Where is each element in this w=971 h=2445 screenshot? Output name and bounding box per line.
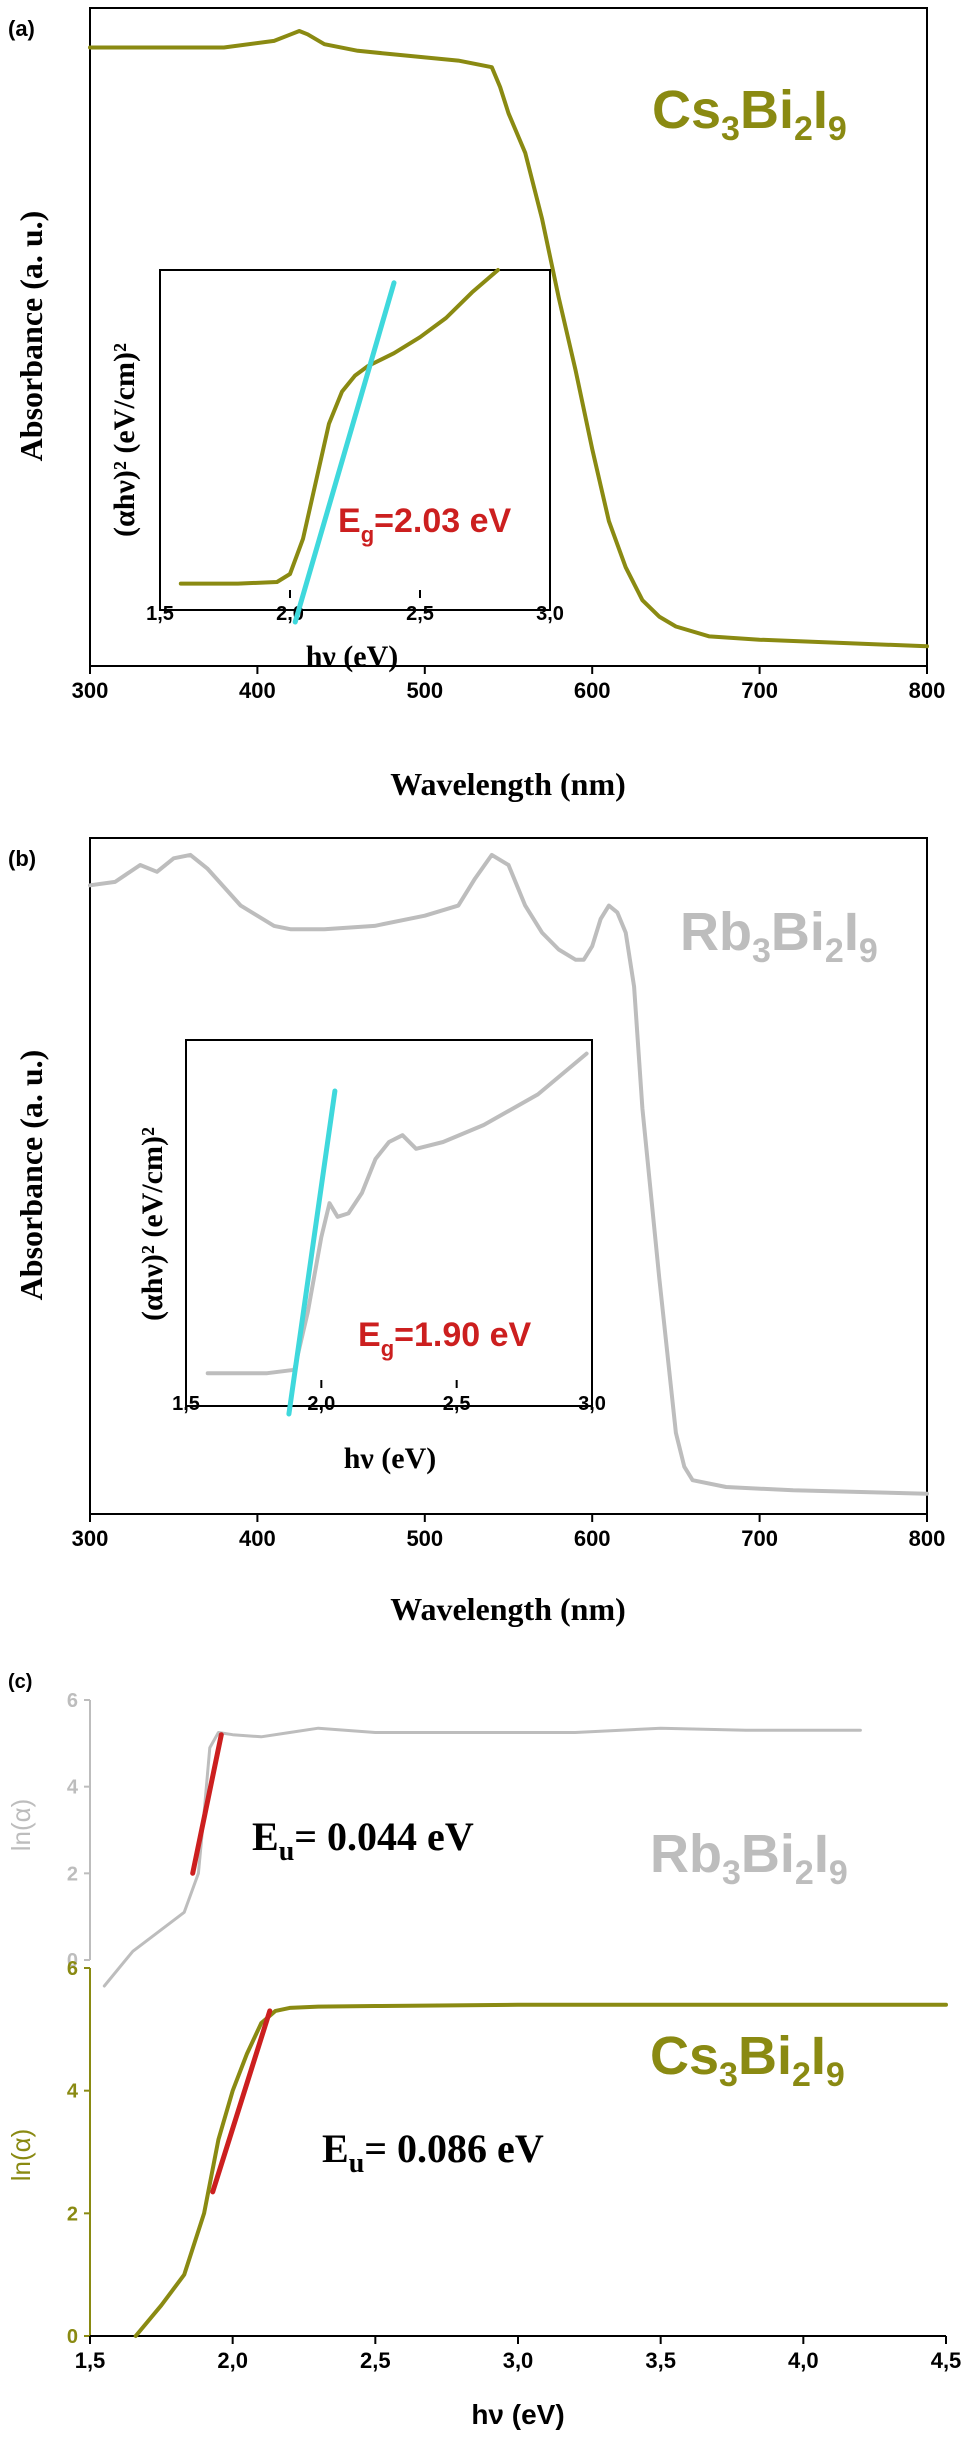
panel-c-bottom-y-ticks: 0 2 4 6 (67, 1958, 90, 2348)
x-tick-label: 4,0 (788, 2348, 819, 2373)
x-tick-label: 800 (909, 678, 946, 703)
y-tick-label: 4 (67, 1777, 79, 1799)
panel-a-y-axis-label: Absorbance (a. u.) (13, 211, 49, 462)
panel-c-top-urbach-label: Eu= 0.044 eV (252, 1814, 474, 1867)
panel-c-bottom-compound-label: Cs3Bi2I9 (650, 2026, 845, 2094)
panel-a-inset-linear-fit (292, 280, 397, 625)
panel-label-c: (c) (8, 1671, 32, 1693)
panel-c-top-y-ticks: 0 2 4 6 (67, 1690, 90, 1972)
panel-label-a: (a) (8, 16, 35, 41)
x-tick-label: 2,0 (217, 2348, 248, 2373)
panel-b-absorbance-curve (88, 852, 929, 1496)
panel-c-top-urbach-fit (190, 1732, 224, 1876)
x-tick-label: 500 (406, 1526, 443, 1551)
x-tick-label: 800 (909, 1526, 946, 1551)
y-tick-label: 0 (67, 1950, 78, 1972)
panel-b-bandgap-label: Eg=1.90 eV (358, 1316, 532, 1361)
panel-b-inset-x-ticks: 1,5 2,0 2,5 3,0 (172, 1380, 606, 1415)
y-tick-label: 6 (67, 1958, 78, 1980)
x-tick-label: 700 (741, 1526, 778, 1551)
y-tick-label: 2 (67, 2203, 78, 2225)
panel-c-top-lnalpha-curve (102, 1726, 862, 1988)
x-tick-label: 1,5 (172, 1393, 200, 1415)
panel-a-x-ticks: 300 400 500 600 700 800 (72, 666, 946, 703)
panel-c-top-compound-label: Rb3Bi2I9 (650, 1824, 848, 1892)
panel-b-x-ticks: 300 400 500 600 700 800 (72, 1514, 946, 1551)
y-tick-label: 6 (67, 1690, 78, 1712)
panel-a-absorbance-curve (88, 29, 929, 649)
panel-a-x-axis-label: Wavelength (nm) (390, 766, 626, 802)
panel-b-y-axis-label: Absorbance (a. u.) (13, 1050, 49, 1301)
panel-a-inset-tauc-curve (178, 268, 500, 586)
panel-c-x-ticks: 1,5 2,0 2,5 3,0 3,5 4,0 4,5 (75, 2336, 962, 2373)
x-tick-label: 3,0 (503, 2348, 534, 2373)
x-tick-label: 3,0 (536, 603, 564, 625)
x-tick-label: 1,5 (75, 2348, 106, 2373)
x-tick-label: 500 (406, 678, 443, 703)
y-tick-label: 2 (67, 1863, 78, 1885)
x-tick-label: 400 (239, 1526, 276, 1551)
panel-a-frame (89, 7, 928, 667)
x-tick-label: 700 (741, 678, 778, 703)
x-tick-label: 3,5 (645, 2348, 676, 2373)
panel-b-frame (89, 837, 928, 1515)
panel-b-x-axis-label: Wavelength (nm) (390, 1591, 626, 1627)
x-tick-label: 2,0 (307, 1393, 335, 1415)
panel-c-bottom-urbach-label: Eu= 0.086 eV (322, 2126, 544, 2179)
x-tick-label: 3,0 (578, 1393, 606, 1415)
x-tick-label: 600 (574, 1526, 611, 1551)
x-tick-label: 600 (574, 678, 611, 703)
x-tick-label: 2,5 (406, 603, 434, 625)
panel-b-inset-linear-fit (286, 1088, 338, 1417)
panel-b-compound-label: Rb3Bi2I9 (680, 902, 878, 970)
panel-a-inset-frame (159, 269, 551, 611)
panel-c-bottom-urbach-fit (210, 2008, 273, 2195)
panel-a-compound-label: Cs3Bi2I9 (652, 80, 847, 148)
x-tick-label: 400 (239, 678, 276, 703)
x-tick-label: 300 (72, 1526, 109, 1551)
x-tick-label: 300 (72, 678, 109, 703)
panel-c-top-y-axis-label: ln(α) (6, 1799, 36, 1852)
x-tick-label: 1,5 (146, 603, 174, 625)
panel-b-inset-x-axis-label: hν (eV) (344, 1442, 437, 1475)
x-tick-label: 2,5 (443, 1393, 471, 1415)
panel-label-b: (b) (8, 846, 36, 871)
panel-a-inset-y-axis-label: (αhν)² (eV/cm)² (108, 343, 141, 537)
x-tick-label: 4,5 (931, 2348, 962, 2373)
x-tick-label: 2,5 (360, 2348, 391, 2373)
panel-b-inset-tauc-curve (205, 1051, 589, 1376)
panel-b-inset-y-axis-label: (αhν)² (eV/cm)² (136, 1127, 169, 1321)
panel-c-bottom-y-axis-label: ln(α) (6, 2129, 36, 2182)
y-tick-label: 0 (67, 2326, 78, 2348)
y-tick-label: 4 (67, 2081, 79, 2103)
panel-a-inset-x-axis-label: hν (eV) (306, 640, 399, 673)
panel-c-x-axis-label: hν (eV) (471, 2399, 564, 2430)
panel-a-bandgap-label: Eg=2.03 eV (338, 502, 512, 547)
